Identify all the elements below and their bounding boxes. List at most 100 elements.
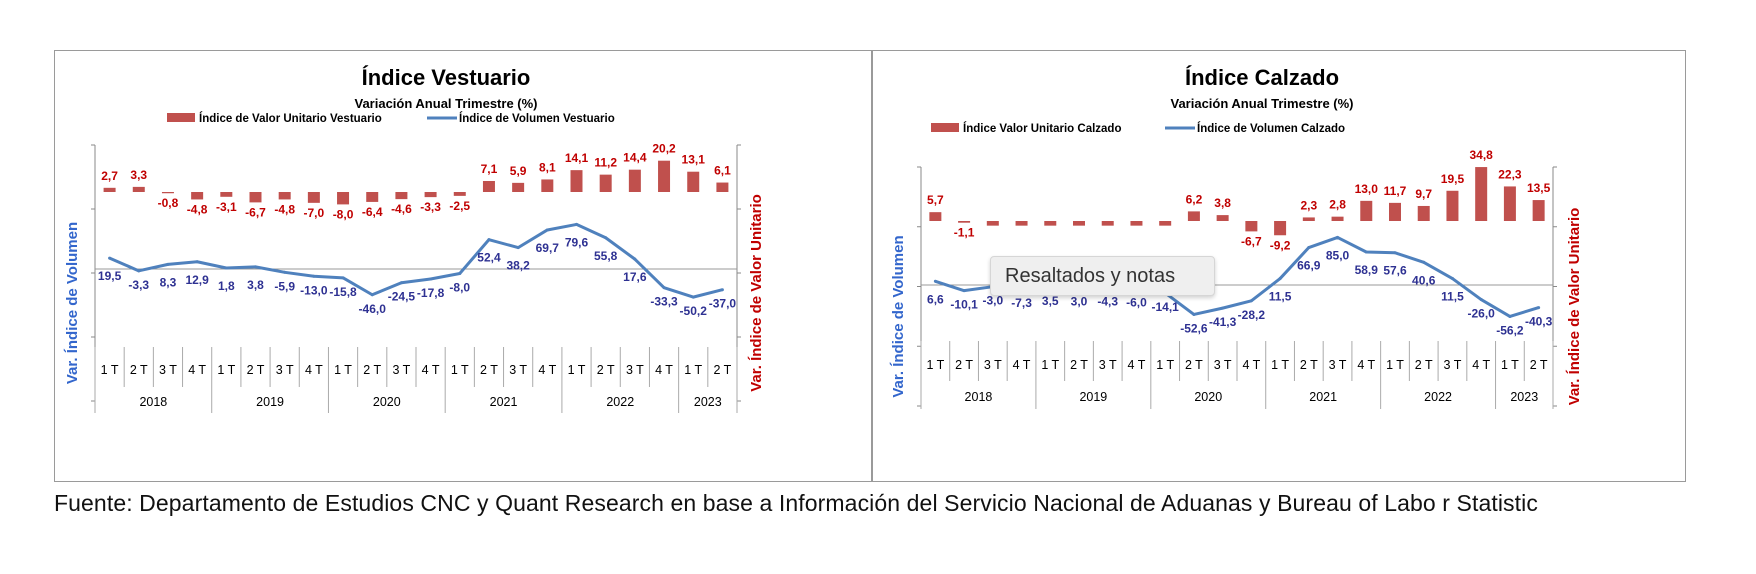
category-label: 1 T (217, 363, 235, 377)
line-data-label: -7,3 (1011, 296, 1032, 310)
category-label: 3 T (626, 363, 644, 377)
line-point (720, 288, 724, 292)
bar-data-label: -6,4 (362, 205, 383, 219)
line-data-label: -40,3 (1525, 315, 1553, 329)
bar-data-label: -2,5 (449, 199, 470, 213)
bar-data-label: 3,8 (1214, 196, 1231, 210)
line-point (1336, 235, 1340, 239)
category-label: 2 T (1185, 358, 1203, 372)
line-data-label: -8,0 (449, 280, 470, 294)
bar-valor-unitario (1130, 221, 1143, 226)
bar-data-label: 6,2 (1186, 192, 1203, 206)
category-label: 2 T (1300, 358, 1318, 372)
category-label: 4 T (305, 363, 323, 377)
line-data-label: 19,5 (98, 269, 122, 283)
line-data-label: 3,8 (247, 278, 264, 292)
line-data-label: 11,5 (1269, 290, 1292, 304)
category-label: 4 T (1242, 358, 1260, 372)
category-label: 3 T (1099, 358, 1117, 372)
chart-panel-vestuario: Índice Vestuario Variación Anual Trimestr… (54, 50, 872, 482)
category-label: 2 T (1530, 358, 1548, 372)
tooltip-resaltados[interactable]: Resaltados y notas (990, 256, 1215, 296)
bar-valor-unitario (191, 192, 204, 200)
category-label: 2 T (597, 363, 615, 377)
line-point (1450, 277, 1454, 281)
line-data-label: 12,9 (185, 273, 209, 287)
line-point (1307, 246, 1311, 250)
bar-data-label: 2,7 (101, 169, 118, 183)
bar-valor-unitario (1417, 205, 1430, 221)
chart-subtitle: Variación Anual Trimestre (%) (354, 96, 537, 111)
bar-valor-unitario (1216, 215, 1229, 221)
category-label: 4 T (1013, 358, 1031, 372)
line-point (458, 271, 462, 275)
line-data-label: 6,6 (927, 292, 944, 306)
bar-data-label: -4,6 (391, 202, 412, 216)
bar-data-label: 11,7 (1384, 184, 1407, 198)
line-data-label: -56,2 (1496, 323, 1524, 337)
bar-valor-unitario (570, 170, 583, 192)
line-data-label: -46,0 (359, 302, 387, 316)
bar-data-label: 34,8 (1470, 148, 1494, 162)
bar-valor-unitario (658, 160, 671, 192)
category-label: 2 T (1070, 358, 1088, 372)
bar-data-label: 5,9 (510, 164, 527, 178)
line-data-label: -15,8 (329, 285, 357, 299)
bar-data-label: 13,5 (1527, 181, 1551, 195)
line-point (1537, 306, 1541, 310)
bar-data-label: 22,3 (1498, 167, 1522, 181)
category-label: 1 T (1156, 358, 1174, 372)
category-label: 4 T (1357, 358, 1375, 372)
category-label: 4 T (538, 363, 556, 377)
line-data-label: 58,9 (1355, 263, 1379, 277)
bar-valor-unitario (337, 192, 350, 205)
bar-valor-unitario (929, 212, 942, 221)
bar-data-label: 6,1 (714, 164, 731, 178)
year-label: 2023 (1510, 390, 1538, 404)
line-point (1479, 298, 1483, 302)
chart-panel-calzado: Índice Calzado Variación Anual Trimestre … (872, 50, 1686, 482)
category-label: 1 T (1386, 358, 1404, 372)
year-label: 2019 (256, 395, 284, 409)
category-label: 1 T (1501, 358, 1519, 372)
line-point (1393, 251, 1397, 255)
category-label: 2 T (247, 363, 265, 377)
bar-valor-unitario (599, 174, 612, 192)
chart-title: Índice Calzado (1185, 65, 1339, 90)
category-label: 3 T (984, 358, 1002, 372)
bar-data-label: 9,7 (1415, 187, 1432, 201)
category-label: 4 T (188, 363, 206, 377)
line-data-label: 66,9 (1297, 259, 1321, 273)
category-label: 1 T (1271, 358, 1289, 372)
line-data-label: -3,0 (982, 294, 1003, 308)
right-axis-label: Var. Índice de Valor Unitario (1566, 208, 1583, 406)
bar-valor-unitario (1389, 202, 1401, 221)
category-label: 4 T (1472, 358, 1490, 372)
line-data-label: 40,6 (1412, 273, 1436, 287)
category-label: 1 T (451, 363, 469, 377)
line-point (224, 266, 228, 270)
bar-data-label: -3,3 (420, 200, 441, 214)
line-data-label: -4,3 (1097, 294, 1118, 308)
bar-valor-unitario (482, 180, 495, 192)
bar-data-label: -3,1 (216, 200, 237, 214)
line-point (691, 295, 695, 299)
line-point (283, 270, 287, 274)
category-label: 4 T (422, 363, 440, 377)
bar-valor-unitario (424, 192, 437, 198)
category-label: 1 T (568, 363, 586, 377)
line-point (166, 262, 170, 266)
bar-data-label: 3,3 (130, 168, 147, 182)
line-volumen (108, 222, 723, 299)
bar-data-label: 7,1 (481, 162, 498, 176)
bar-valor-unitario (512, 182, 525, 192)
line-point (195, 260, 199, 264)
bar-data-label: -4,8 (187, 202, 208, 216)
bar-valor-unitario (1503, 186, 1516, 221)
line-data-label: -17,8 (417, 286, 445, 300)
legend-label: Índice de Valor Unitario Vestuario (199, 112, 382, 125)
line-point (1364, 250, 1368, 254)
year-label: 2021 (1309, 390, 1337, 404)
line-data-label: -28,2 (1238, 308, 1266, 322)
bar-data-label: -8,0 (333, 207, 354, 221)
